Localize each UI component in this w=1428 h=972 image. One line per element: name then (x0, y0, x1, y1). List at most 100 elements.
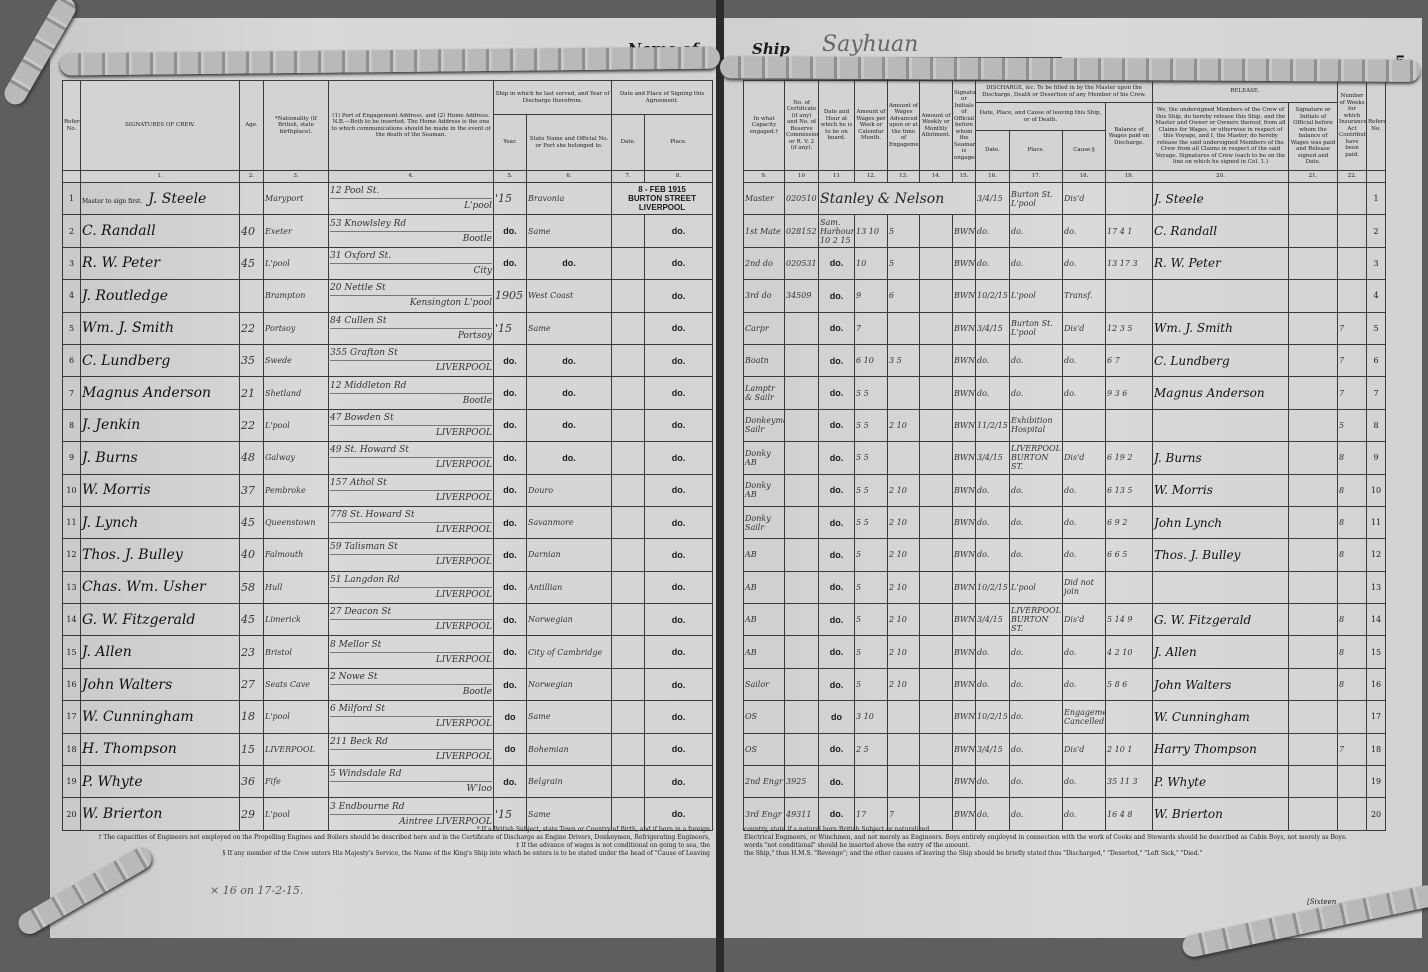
certificate-number: 3925 (784, 765, 819, 799)
footnote: † The capacities of Engineers not employ… (98, 834, 710, 841)
address: 27 Deacon St LIVERPOOL (328, 603, 494, 637)
reference-number: 8 (62, 408, 81, 443)
crew-row: Carpr do. 7 BWN 3/4/15 Burton St. L'pool Dis'd… (743, 311, 1387, 345)
release-signature: Magnus Anderson (1152, 376, 1290, 410)
column-number: 5. (493, 170, 527, 183)
crew-row: 7 Magnus Anderson 21 Shetland 12 Middleton R… (62, 376, 714, 410)
age: 58 (239, 570, 264, 605)
column-number: 12. (854, 170, 888, 183)
age: 27 (239, 667, 264, 702)
release-official (1288, 246, 1339, 281)
allotment (919, 246, 953, 281)
engagement-address: 12 Middleton Rd (330, 380, 407, 391)
crew-row: 18 H. Thompson 15 LIVERPOOL 211 Beck Rd LIVER… (62, 732, 714, 767)
footnotes-left: * If a British Subject, state Town or Co… (60, 826, 710, 858)
wages: 2 5 (854, 732, 888, 767)
advance: 2 10 (887, 570, 920, 605)
on-board-date: do. (818, 765, 855, 799)
engagement-address: 5 Windsdale Rd (330, 769, 402, 780)
balance-paid (1104, 279, 1154, 313)
signing-date (611, 700, 646, 734)
signature-text: W. Brierton (82, 806, 163, 823)
leave-cause: do. (1062, 246, 1106, 281)
crew-signature: P. Whyte (80, 765, 240, 799)
crew-row: 1 Master to sign first. J. Steele Maryport 1… (62, 181, 714, 216)
col-address: (1) Port of Engagement Address, and (2) … (328, 80, 494, 171)
col-certificate: No. of Certificate (if any) and No. of R… (784, 80, 819, 171)
signing-date (611, 408, 646, 443)
crew-signature: J. Burns (80, 441, 240, 475)
insurance-weeks: 5 (1337, 408, 1368, 443)
engagement-address: 20 Nettle St (330, 283, 386, 294)
allotment (919, 311, 953, 345)
signature-text: Magnus Anderson (82, 385, 212, 402)
age (239, 181, 264, 216)
col-advance: Amount of Wages Advanced upon or at the … (887, 80, 920, 171)
last-ship-year: 1905 (493, 279, 527, 313)
capacity: 1st Mate (743, 214, 785, 248)
column-number: 7. (611, 170, 646, 183)
official-initials: BWN (952, 214, 976, 248)
home-address: Bootle (330, 230, 492, 246)
release-official (1288, 538, 1339, 572)
reference-number: 7 (1366, 376, 1387, 410)
crew-signature: Master to sign first. J. Steele (80, 181, 240, 216)
footnote: the Ship," thus H.M.S. "Revenge"; and th… (744, 850, 1203, 857)
certificate-number (784, 700, 819, 734)
engagement-address: 84 Cullen St (330, 315, 387, 326)
age: 22 (239, 311, 264, 345)
release-signature: R. W. Peter (1152, 246, 1290, 281)
release-official (1288, 408, 1339, 443)
signing-date (611, 765, 646, 799)
crew-row: 2nd do 020531 do. 10 5 BWN do. do. do. 13 17 3 R. … (743, 246, 1387, 281)
home-address: LIVERPOOL (330, 554, 492, 569)
release-signature: C. Randall (1152, 214, 1290, 248)
reference-number: 15 (62, 635, 81, 669)
leave-place: do. (1009, 246, 1063, 281)
crew-row: 14 G. W. Fitzgerald 45 Limerick 27 Deacon St… (62, 603, 714, 637)
official-initials: BWN (952, 279, 976, 313)
left-page: 4 Name of Reference No. SIGNATURES OF CR… (50, 18, 718, 938)
nationality: Shetland (263, 376, 329, 410)
home-address: Kensington L'pool (330, 295, 492, 310)
signing-place: do. (644, 505, 714, 540)
signing-place: do. (644, 214, 714, 248)
release-official (1288, 505, 1339, 540)
wages: 7 (854, 311, 888, 345)
insurance-weeks (1337, 570, 1368, 605)
col-on-board: Date and Hour at which he is to be on bo… (818, 80, 855, 171)
release-official (1288, 311, 1339, 345)
signing-place: do. (644, 473, 714, 507)
crew-row: 12 Thos. J. Bulley 40 Falmouth 59 Talisman S… (62, 538, 714, 572)
release-official (1288, 765, 1339, 799)
address: 8 Mellor St LIVERPOOL (328, 635, 494, 669)
age: 40 (239, 214, 264, 248)
reference-number: 11 (1366, 505, 1387, 540)
capacity: Boatn (743, 343, 785, 378)
crew-signature: Chas. Wm. Usher (80, 570, 240, 605)
address: 778 St. Howard St LIVERPOOL (328, 505, 494, 540)
last-ship-name: City of Cambridge (525, 635, 613, 669)
allotment (919, 635, 953, 669)
col-year: Year. (493, 114, 527, 171)
allotment (919, 667, 953, 702)
column-number: 11 (818, 170, 855, 183)
leave-cause: Dis'd (1062, 441, 1106, 475)
official-initials: BWN (952, 570, 976, 605)
signing-date (611, 797, 646, 831)
signing-place: do. (644, 667, 714, 702)
advance: 2 10 (887, 667, 920, 702)
nationality: Galway (263, 441, 329, 475)
signing-date (611, 505, 646, 540)
reference-number: 8 (1366, 408, 1387, 443)
official-initials: BWN (952, 246, 976, 281)
leave-date: 11/2/15 (975, 408, 1010, 443)
crew-row: 13 Chas. Wm. Usher 58 Hull 51 Langdon Rd LIVE… (62, 570, 714, 605)
leave-place: L'pool (1009, 279, 1063, 313)
allotment (919, 441, 953, 475)
crew-row: 9 J. Burns 48 Galway 49 St. Howard St LIVERPO… (62, 441, 714, 475)
release-official (1288, 603, 1339, 637)
signing-place: do. (644, 311, 714, 345)
wages: 5 (854, 667, 888, 702)
